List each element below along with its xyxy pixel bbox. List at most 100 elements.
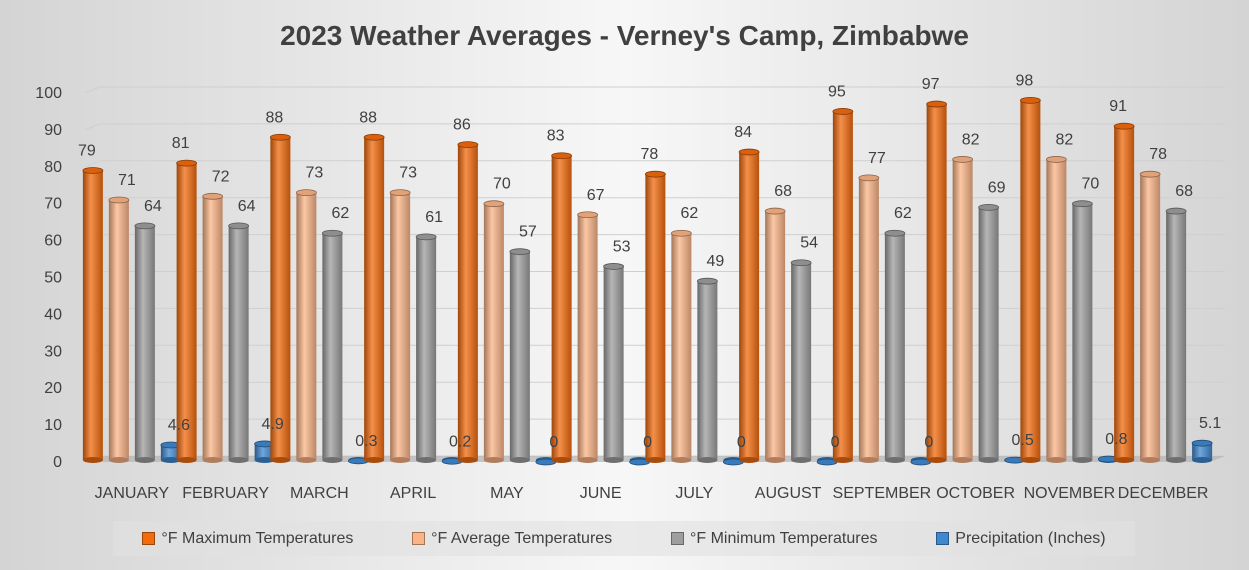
data-label: 88 <box>265 109 283 126</box>
bar-top <box>82 167 104 174</box>
data-label: 4.9 <box>262 416 284 433</box>
data-label: 68 <box>1175 183 1193 200</box>
bar-base <box>577 457 598 463</box>
bar-base <box>1020 457 1041 463</box>
bar <box>644 170 666 463</box>
y-tick-label: 60 <box>44 233 62 250</box>
data-label: 0 <box>924 434 933 451</box>
data-label: 4.6 <box>168 417 190 434</box>
y-tick-label: 40 <box>44 306 62 323</box>
bar-base <box>978 457 999 463</box>
data-label: 64 <box>238 198 256 215</box>
bar-body <box>509 251 530 460</box>
bar <box>176 159 198 463</box>
bar-base <box>108 457 129 463</box>
legend-item: °F Average Temperatures <box>412 530 612 548</box>
data-label: 68 <box>774 183 792 200</box>
data-label: 78 <box>640 146 658 163</box>
bar-top <box>1045 156 1067 163</box>
bar-top <box>1071 200 1093 208</box>
data-label: 57 <box>519 224 537 241</box>
bar-top <box>790 259 812 267</box>
data-label: 86 <box>453 117 471 134</box>
bar-top <box>483 200 505 208</box>
bar-base <box>1140 457 1161 463</box>
bar-body <box>1140 174 1161 460</box>
bar-base <box>82 457 103 463</box>
legend-label: °F Minimum Temperatures <box>689 529 878 547</box>
bar-body <box>1072 203 1093 460</box>
bar-body <box>765 211 786 460</box>
bar-base <box>254 457 275 463</box>
bar-base <box>884 457 905 463</box>
bar-body <box>134 225 155 460</box>
bar-top <box>603 263 625 270</box>
data-label: 71 <box>118 172 136 189</box>
y-tick-label: 90 <box>44 122 62 139</box>
bar-body <box>791 262 812 460</box>
bar-top <box>670 229 692 237</box>
bar <box>457 141 479 463</box>
bar-base <box>322 457 343 463</box>
bar-top <box>457 141 479 149</box>
bar-body <box>1166 211 1187 460</box>
legend-item: °F Maximum Temperatures <box>142 530 353 548</box>
bar-base <box>739 457 760 463</box>
data-label: 0 <box>643 434 652 451</box>
gridline <box>84 123 101 131</box>
bar-body <box>858 177 879 460</box>
data-label: 91 <box>1109 98 1127 115</box>
bar <box>790 259 812 463</box>
bar-body <box>322 233 343 460</box>
bar-body <box>832 111 853 460</box>
bar-top <box>764 207 786 215</box>
bar <box>696 277 718 463</box>
data-label: 73 <box>305 165 323 182</box>
bar-top <box>858 174 880 182</box>
bar-base <box>176 457 197 463</box>
bar-body <box>551 155 572 461</box>
x-tick-label: JANUARY <box>95 485 170 502</box>
bar-base <box>645 457 666 463</box>
bar-base <box>270 457 291 463</box>
bar <box>1139 170 1161 463</box>
data-label: 69 <box>988 179 1006 196</box>
bar-top <box>509 248 531 256</box>
x-tick-label: OCTOBER <box>936 485 1015 502</box>
bar <box>228 222 250 463</box>
data-label: 70 <box>1081 176 1099 193</box>
bar <box>816 457 838 466</box>
bar-top <box>978 203 1000 211</box>
bar <box>764 207 786 463</box>
bar-body <box>739 152 760 461</box>
bar-top <box>1113 122 1135 130</box>
bar <box>884 229 906 463</box>
data-label: 81 <box>172 135 190 152</box>
x-tick-label: JULY <box>675 485 713 502</box>
bar-top <box>363 133 385 141</box>
bar-body <box>645 174 666 460</box>
bar-base <box>1046 457 1067 463</box>
y-tick-label: 20 <box>44 380 62 397</box>
bar-top <box>321 229 343 237</box>
bar-body <box>228 225 249 460</box>
bar-body <box>697 281 718 460</box>
data-label: 82 <box>962 131 980 148</box>
bar-body <box>884 233 905 460</box>
x-tick-label: FEBRUARY <box>182 485 269 502</box>
bar-base <box>1192 457 1213 463</box>
y-tick-label: 100 <box>35 85 62 102</box>
data-label: 67 <box>587 187 605 204</box>
data-label: 70 <box>493 176 511 193</box>
bar <box>952 156 974 463</box>
bar-top <box>228 222 250 230</box>
bar <box>363 133 385 463</box>
bar <box>926 100 948 463</box>
x-tick-label: MAY <box>490 485 524 502</box>
bar <box>670 229 692 463</box>
data-label: 78 <box>1149 146 1167 163</box>
bar-body <box>457 144 478 460</box>
bar-body <box>603 266 624 460</box>
bar <box>269 133 291 463</box>
bar <box>483 200 505 463</box>
